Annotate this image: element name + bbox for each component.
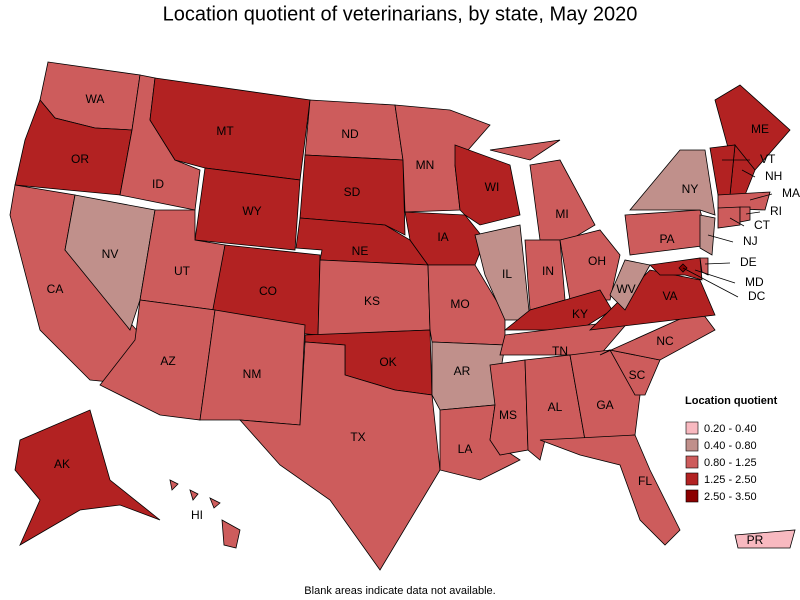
state-label: NJ — [743, 234, 758, 248]
state-label: NM — [243, 367, 262, 381]
state-label: ME — [751, 122, 769, 136]
state-shape — [539, 434, 681, 546]
state-label: LA — [458, 442, 473, 456]
state-label: VT — [760, 152, 776, 166]
state-label: OH — [588, 254, 606, 268]
legend-swatch — [685, 472, 699, 486]
note: Blank areas indicate data not available. — [304, 585, 495, 597]
state-label: CT — [754, 218, 771, 232]
state-label: MD — [745, 275, 764, 289]
state-label: AL — [548, 400, 563, 414]
state-label: ND — [341, 127, 359, 141]
state-shape — [699, 257, 709, 276]
state-shape — [489, 139, 561, 161]
legend-swatch — [685, 421, 699, 435]
state-shape — [454, 144, 521, 226]
callout-line — [704, 262, 731, 265]
state-label: CA — [47, 282, 64, 296]
state-label: RI — [770, 204, 782, 218]
callout-line — [749, 193, 773, 201]
state-shape — [169, 479, 179, 491]
state-label: DE — [740, 255, 757, 269]
state-label: TN — [552, 344, 568, 358]
state-label: OR — [71, 152, 89, 166]
state-shape — [194, 167, 301, 251]
legend-swatch — [685, 489, 699, 503]
legend-title: Location quotient — [685, 395, 778, 407]
state-label: SD — [344, 185, 361, 199]
state-label: NE — [352, 244, 369, 258]
state-label: AR — [454, 364, 471, 378]
state-label: FL — [638, 474, 652, 488]
callout-line — [741, 169, 756, 178]
state-label: WV — [616, 282, 635, 296]
state-label: IA — [437, 230, 448, 244]
state-label: KS — [364, 294, 380, 308]
legend-label: 0.80 - 1.25 — [704, 457, 757, 469]
state-label: WY — [242, 204, 261, 218]
state-label: WI — [485, 180, 500, 194]
state-label: MO — [450, 297, 469, 311]
state-label: IL — [502, 267, 512, 281]
state-shape — [221, 519, 241, 549]
state-shape — [299, 154, 406, 236]
state-label: AK — [54, 457, 70, 471]
state-label: NH — [765, 169, 782, 183]
state-shape — [189, 489, 199, 501]
legend-label: 2.50 - 3.50 — [704, 491, 757, 503]
state-label: VA — [662, 289, 677, 303]
state-label: MI — [555, 207, 568, 221]
legend-swatch — [685, 455, 699, 469]
state-label: NV — [102, 247, 119, 261]
state-shape — [64, 194, 156, 331]
state-label: UT — [174, 264, 191, 278]
callout-line — [745, 211, 761, 215]
title: Location quotient of veterinarians, by s… — [163, 3, 638, 25]
state-label: NC — [656, 334, 674, 348]
legend-label: 1.25 - 2.50 — [704, 474, 757, 486]
state-shape — [717, 206, 741, 229]
state-shape — [629, 149, 716, 216]
state-label: OK — [379, 355, 396, 369]
state-label: MT — [216, 124, 234, 138]
state-label: PA — [659, 232, 674, 246]
callout-line — [729, 217, 745, 227]
state-label: MN — [416, 158, 435, 172]
callout-line — [707, 234, 734, 243]
state-shape — [717, 191, 771, 211]
state-shape — [209, 497, 221, 509]
state-shape — [734, 529, 796, 549]
state-shape — [14, 409, 161, 546]
state-shape — [739, 206, 751, 223]
state-shape — [559, 229, 621, 301]
state-label: KY — [572, 307, 588, 321]
callout-line — [694, 269, 736, 284]
state-label: TX — [350, 430, 365, 444]
state-label: HI — [191, 508, 203, 522]
state-shape — [239, 341, 441, 571]
state-label: IN — [542, 264, 554, 278]
state-label: MA — [782, 186, 800, 200]
state-label: AZ — [160, 354, 175, 368]
state-shape — [699, 214, 716, 256]
state-label: WA — [86, 92, 105, 106]
state-shape — [649, 257, 703, 281]
state-label: CO — [259, 284, 277, 298]
callout-line — [682, 267, 739, 298]
state-label: MS — [499, 408, 517, 422]
state-label: SC — [629, 368, 646, 382]
legend-label: 0.20 - 0.40 — [704, 423, 757, 435]
state-shape — [529, 159, 596, 241]
legend-label: 0.40 - 0.80 — [704, 440, 757, 452]
state-label: NY — [682, 182, 699, 196]
state-label: GA — [596, 398, 613, 412]
legend-swatch — [685, 438, 699, 452]
state-label: PR — [747, 533, 764, 547]
state-label: DC — [748, 289, 766, 303]
state-label: ID — [152, 177, 164, 191]
